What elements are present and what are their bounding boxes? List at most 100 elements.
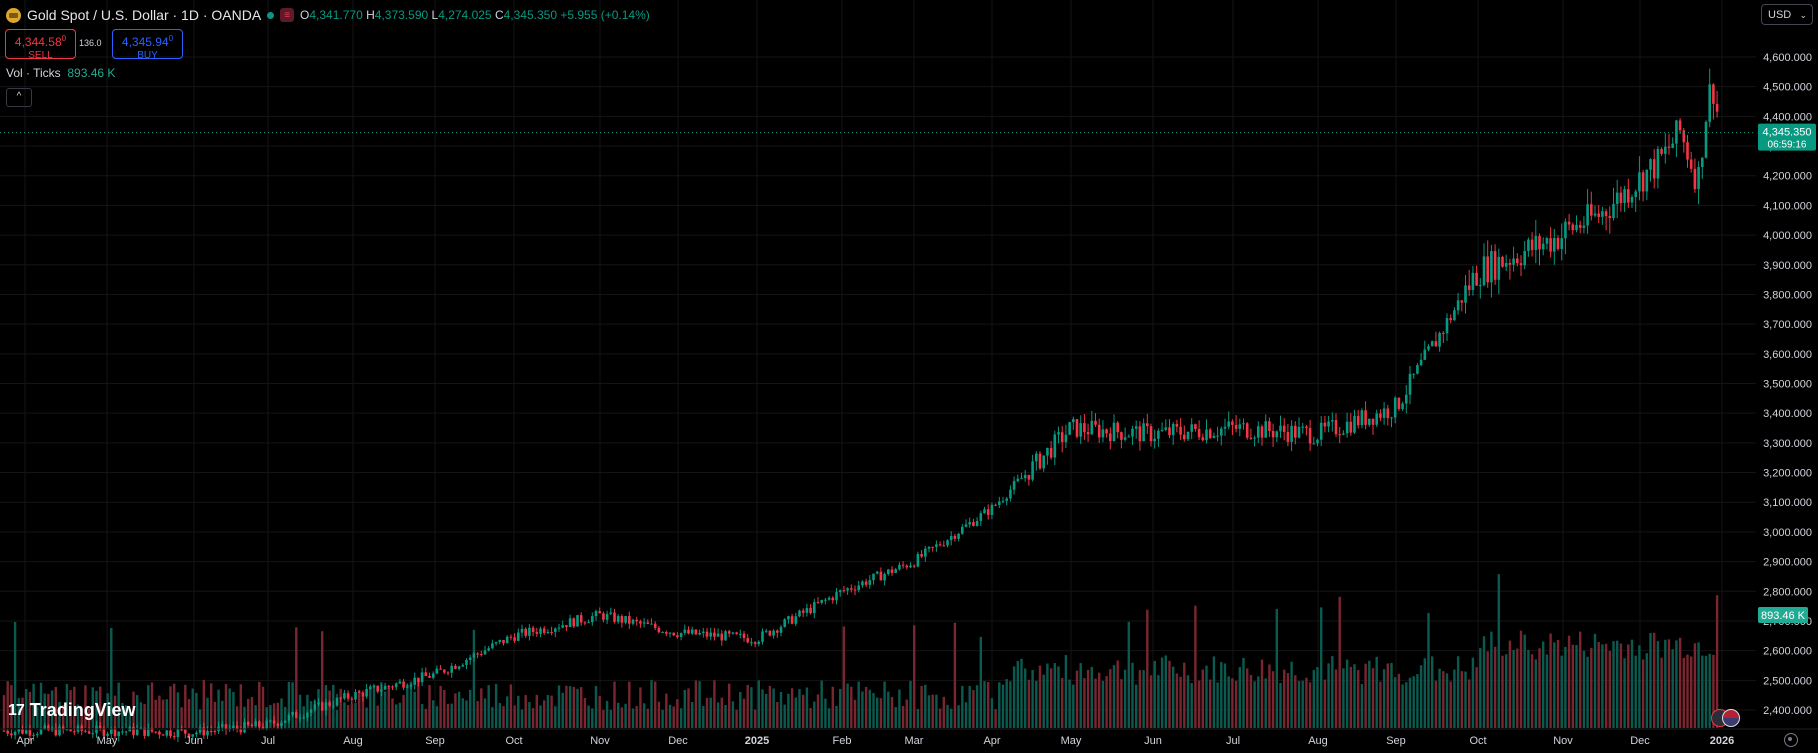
time-tick-label: Sep bbox=[425, 735, 445, 747]
volume-bar bbox=[1471, 657, 1475, 728]
volume-bar bbox=[846, 683, 849, 728]
volume-bar bbox=[446, 703, 450, 728]
volume-bar bbox=[1397, 673, 1401, 728]
currency-selector[interactable]: USD ⌄ bbox=[1761, 4, 1813, 25]
volume-bar bbox=[1434, 680, 1438, 728]
candle-body bbox=[428, 675, 431, 678]
candle-body bbox=[302, 717, 305, 719]
volume-bar bbox=[439, 685, 442, 728]
candle-body bbox=[1453, 310, 1456, 321]
volume-bar bbox=[213, 701, 217, 728]
volume-bar bbox=[387, 687, 390, 728]
candle-body bbox=[1416, 365, 1419, 374]
candle-body bbox=[298, 717, 302, 719]
candle-body bbox=[124, 731, 128, 733]
buy-button[interactable]: 4,345.940 BUY bbox=[112, 29, 183, 61]
volume-bar bbox=[398, 702, 402, 728]
candle-body bbox=[1645, 169, 1649, 192]
candle-body bbox=[1338, 434, 1341, 436]
volume-bar bbox=[938, 708, 942, 728]
candle-body bbox=[65, 729, 69, 731]
candle-body bbox=[1105, 429, 1108, 434]
volume-bar bbox=[1490, 631, 1493, 728]
candle-body bbox=[661, 632, 664, 634]
candle-body bbox=[254, 721, 257, 727]
time-tick-label: Jul bbox=[1226, 735, 1240, 747]
candle-body bbox=[1405, 394, 1408, 404]
volume-bar bbox=[328, 690, 331, 728]
volume-bar bbox=[1157, 675, 1160, 728]
volume-bar bbox=[254, 705, 257, 728]
volume-bar bbox=[128, 708, 131, 728]
candle-body bbox=[343, 693, 346, 699]
collapse-legend-button[interactable]: ^ bbox=[6, 88, 32, 107]
candle-body bbox=[964, 524, 968, 527]
volume-bar bbox=[1053, 663, 1056, 728]
candle-body bbox=[454, 665, 457, 669]
price-tick-label: 3,900.000 bbox=[1763, 260, 1812, 272]
candle-body bbox=[350, 698, 354, 700]
volume-bar bbox=[472, 629, 476, 728]
price-tick-label: 4,000.000 bbox=[1763, 230, 1812, 242]
tradingview-logo[interactable]: 17 TradingView bbox=[8, 700, 136, 720]
volume-bar bbox=[1623, 658, 1626, 728]
volume-bar bbox=[994, 709, 997, 728]
volume-bar bbox=[1075, 670, 1079, 728]
candle-body bbox=[809, 608, 812, 614]
candle-body bbox=[1186, 431, 1190, 440]
volume-bar bbox=[383, 691, 387, 728]
data-flag-icon[interactable]: ≡ bbox=[280, 8, 295, 22]
candle-body bbox=[383, 685, 387, 690]
volume-bar bbox=[43, 693, 46, 728]
candle-body bbox=[639, 621, 642, 624]
us-flag-event-icon[interactable] bbox=[1722, 709, 1740, 727]
candle-body bbox=[117, 731, 120, 737]
symbol-title[interactable]: Gold Spot / U.S. Dollar · 1D · OANDA bbox=[27, 7, 262, 23]
candle-body bbox=[857, 585, 860, 591]
sell-button[interactable]: 4,344.580 SELL bbox=[5, 29, 76, 61]
candle-body bbox=[679, 632, 683, 638]
volume-bar bbox=[1641, 659, 1645, 728]
candle-body bbox=[801, 610, 805, 613]
volume-bar bbox=[461, 698, 464, 728]
volume-bar bbox=[1101, 680, 1105, 728]
volume-bar bbox=[187, 699, 191, 728]
volume-bar bbox=[1656, 641, 1660, 728]
candle-body bbox=[779, 626, 783, 633]
candle-body bbox=[80, 725, 83, 731]
volume-bar bbox=[1212, 656, 1216, 728]
time-tick-label: Apr bbox=[16, 735, 33, 747]
time-tick-label: Aug bbox=[343, 735, 363, 747]
candle-body bbox=[924, 548, 927, 557]
candle-body bbox=[579, 615, 583, 623]
time-tick-label: Dec bbox=[668, 735, 688, 747]
volume-bar bbox=[1630, 639, 1634, 728]
volume-bar bbox=[779, 691, 783, 728]
candle-body bbox=[1275, 431, 1279, 438]
volume-bar bbox=[1197, 680, 1201, 728]
volume-bar bbox=[535, 694, 538, 728]
volume-bar bbox=[1024, 668, 1027, 728]
candle-body bbox=[676, 635, 679, 638]
volume-bar bbox=[1209, 679, 1212, 728]
volume-bar bbox=[1227, 676, 1230, 728]
volume-bar bbox=[1675, 640, 1678, 728]
volume-bar bbox=[469, 689, 472, 728]
candle-body bbox=[1042, 455, 1045, 469]
volume-bar bbox=[790, 688, 794, 728]
volume-bar bbox=[65, 683, 69, 728]
volume-bar bbox=[964, 702, 968, 728]
volume-bar bbox=[609, 709, 612, 728]
candle-body bbox=[1438, 332, 1441, 347]
candle-body bbox=[935, 544, 938, 547]
candle-body bbox=[317, 702, 320, 705]
candle-body bbox=[406, 686, 409, 688]
candle-body bbox=[320, 702, 324, 711]
candle-body bbox=[920, 553, 923, 557]
volume-bar bbox=[402, 694, 405, 728]
settings-gear-icon[interactable] bbox=[1784, 733, 1798, 747]
candle-body bbox=[1578, 224, 1582, 228]
volume-bar bbox=[853, 699, 857, 728]
volume-bar bbox=[487, 685, 490, 728]
